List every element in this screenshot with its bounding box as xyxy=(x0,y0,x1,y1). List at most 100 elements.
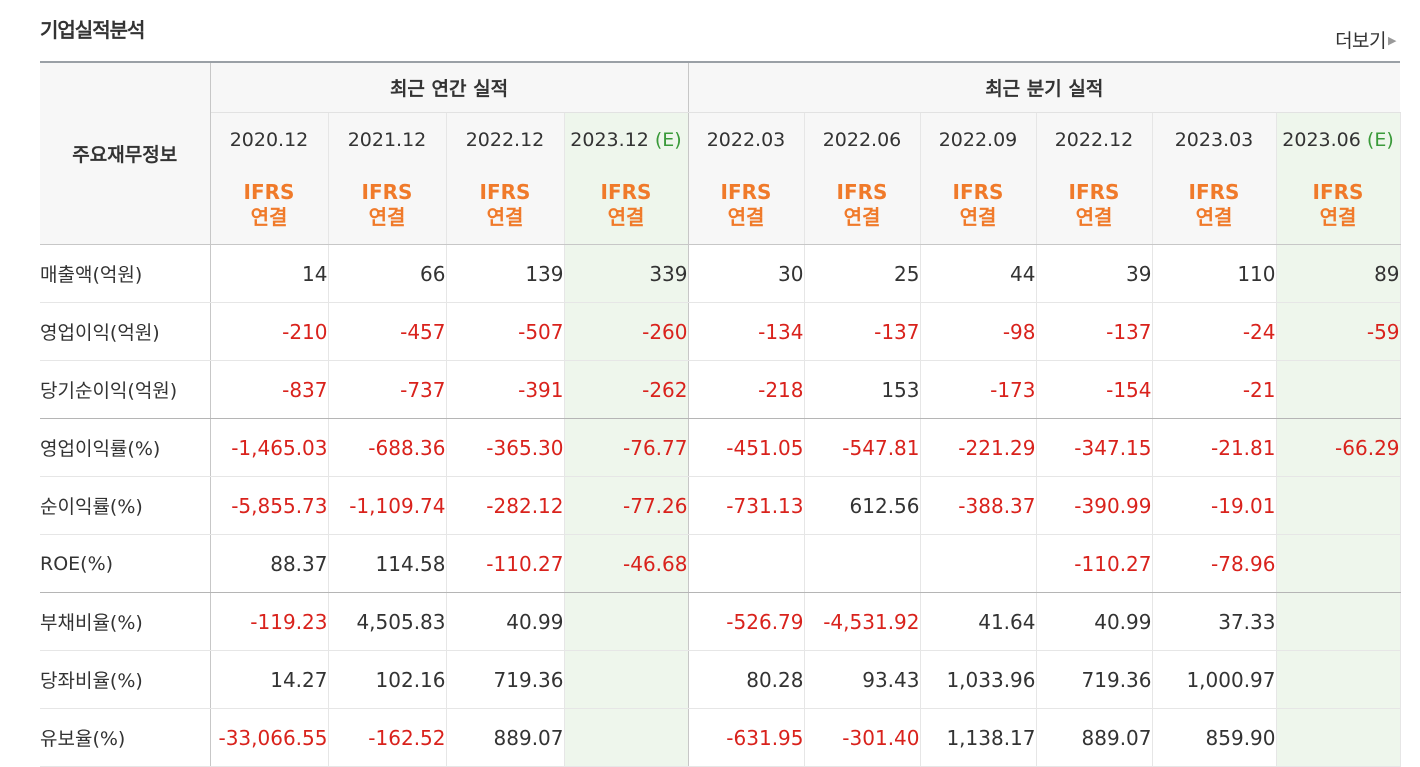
table-cell: 80.28 xyxy=(688,650,805,709)
table-cell: 39 xyxy=(1036,244,1153,303)
row-label: 당기순이익(억원) xyxy=(40,360,211,419)
table-cell: -688.36 xyxy=(328,418,447,477)
table-cell: -210 xyxy=(210,302,329,361)
accounting-basis: 연결 xyxy=(607,205,645,229)
table-cell: 139 xyxy=(446,244,565,303)
row-label: 당좌비율(%) xyxy=(40,650,211,709)
table-cell: -137 xyxy=(1036,302,1153,361)
table-cell: -77.26 xyxy=(564,476,689,535)
table-cell: -526.79 xyxy=(688,592,805,651)
row-label: 영업이익(억원) xyxy=(40,302,211,361)
table-cell: 40.99 xyxy=(1036,592,1153,651)
table-cell: -391 xyxy=(446,360,565,419)
table-cell: -631.95 xyxy=(688,708,805,767)
table-cell: -110.27 xyxy=(446,534,565,593)
table-cell: -507 xyxy=(446,302,565,361)
row-label: 영업이익률(%) xyxy=(40,418,211,477)
table-cell: 612.56 xyxy=(804,476,921,535)
table-cell: -110.27 xyxy=(1036,534,1153,593)
section-header: 기업실적분석 더보기 ▶ xyxy=(0,0,1420,60)
table-cell: -390.99 xyxy=(1036,476,1153,535)
accounting-header: IFRS 연결 xyxy=(328,166,447,245)
table-cell xyxy=(804,534,921,593)
table-cell: 4,505.83 xyxy=(328,592,447,651)
accounting-basis: 연결 xyxy=(1195,205,1233,229)
table-cell: -59 xyxy=(1276,302,1401,361)
period-label: 2022.03 xyxy=(706,128,786,151)
row-label: 부채비율(%) xyxy=(40,592,211,651)
table-row: 매출액(억원) 14 66 139 339 30 25 44 39 110 89 xyxy=(40,244,1401,303)
row-label: ROE(%) xyxy=(40,534,211,593)
accounting-standard: IFRS xyxy=(836,180,888,204)
financial-summary-table: 주요재무정보 최근 연간 실적 최근 분기 실적 2020.12 2021.12 2… xyxy=(40,61,1401,767)
table-cell: -66.29 xyxy=(1276,418,1401,477)
table-cell: -5,855.73 xyxy=(210,476,329,535)
accounting-basis: 연결 xyxy=(486,205,524,229)
table-cell: -4,531.92 xyxy=(804,592,921,651)
period-label: 2020.12 xyxy=(229,128,309,151)
period-label: 2023.12 xyxy=(570,128,649,151)
table-row: 당좌비율(%) 14.27 102.16 719.36 80.28 93.43 1,033.… xyxy=(40,650,1401,709)
accounting-header-row: IFRS 연결 IFRS 연결 IFRS 연결 IFRS 연결 IFRS 연결 IFRS 연결 IFRS… xyxy=(40,166,1401,245)
table-cell: -260 xyxy=(564,302,689,361)
table-cell xyxy=(688,534,805,593)
accounting-standard: IFRS xyxy=(1068,180,1120,204)
table-row: 영업이익률(%) -1,465.03 -688.36 -365.30 -76.77 -45… xyxy=(40,418,1401,477)
table-cell: -24 xyxy=(1152,302,1277,361)
table-cell: -301.40 xyxy=(804,708,921,767)
accounting-header: IFRS 연결 xyxy=(564,166,689,245)
accounting-standard: IFRS xyxy=(952,180,1004,204)
period-header: 2023.12 (E) xyxy=(564,112,689,166)
table-cell xyxy=(1276,708,1401,767)
table-cell: 66 xyxy=(328,244,447,303)
accounting-header: IFRS 연결 xyxy=(920,166,1037,245)
table-cell xyxy=(920,534,1037,593)
period-header: 2021.12 xyxy=(328,112,447,166)
table-cell: 719.36 xyxy=(446,650,565,709)
table-cell: 859.90 xyxy=(1152,708,1277,767)
table-cell: -46.68 xyxy=(564,534,689,593)
accounting-basis: 연결 xyxy=(250,205,288,229)
accounting-header: IFRS 연결 xyxy=(688,166,805,245)
table-cell: -365.30 xyxy=(446,418,565,477)
table-cell xyxy=(1276,476,1401,535)
table-cell: -837 xyxy=(210,360,329,419)
table-cell: 14 xyxy=(210,244,329,303)
accounting-basis: 연결 xyxy=(727,205,765,229)
annual-group-header: 최근 연간 실적 xyxy=(210,62,689,113)
table-cell: 1,000.97 xyxy=(1152,650,1277,709)
accounting-header: IFRS 연결 xyxy=(446,166,565,245)
table-row: 영업이익(억원) -210 -457 -507 -260 -134 -137 -98 -137-… xyxy=(40,302,1401,361)
table-cell: -221.29 xyxy=(920,418,1037,477)
table-cell: 44 xyxy=(920,244,1037,303)
period-header: 2022.12 xyxy=(1036,112,1153,166)
accounting-standard: IFRS xyxy=(1312,180,1364,204)
period-header: 2022.06 xyxy=(804,112,921,166)
table-cell: 93.43 xyxy=(804,650,921,709)
section-title: 기업실적분석 xyxy=(40,18,145,42)
table-cell: -347.15 xyxy=(1036,418,1153,477)
table-cell: -162.52 xyxy=(328,708,447,767)
period-header: 2022.03 xyxy=(688,112,805,166)
table-cell: -137 xyxy=(804,302,921,361)
period-label: 2023.03 xyxy=(1174,128,1254,151)
table-cell: -737 xyxy=(328,360,447,419)
table-cell: -451.05 xyxy=(688,418,805,477)
table-cell xyxy=(564,708,689,767)
table-cell: -1,465.03 xyxy=(210,418,329,477)
table-cell: 1,033.96 xyxy=(920,650,1037,709)
accounting-standard: IFRS xyxy=(600,180,652,204)
table-cell: -457 xyxy=(328,302,447,361)
period-label: 2021.12 xyxy=(347,128,427,151)
table-cell xyxy=(1276,360,1401,419)
accounting-basis: 연결 xyxy=(843,205,881,229)
table-cell: -21 xyxy=(1152,360,1277,419)
table-cell: -731.13 xyxy=(688,476,805,535)
table-cell: 339 xyxy=(564,244,689,303)
table-row: 당기순이익(억원) -837 -737 -391 -262 -218 153 -173 -154… xyxy=(40,360,1401,419)
accounting-header: IFRS 연결 xyxy=(1276,166,1401,245)
more-link[interactable]: 더보기 ▶ xyxy=(1335,26,1396,53)
period-header: 2022.12 xyxy=(446,112,565,166)
accounting-standard: IFRS xyxy=(1188,180,1240,204)
table-cell xyxy=(564,650,689,709)
